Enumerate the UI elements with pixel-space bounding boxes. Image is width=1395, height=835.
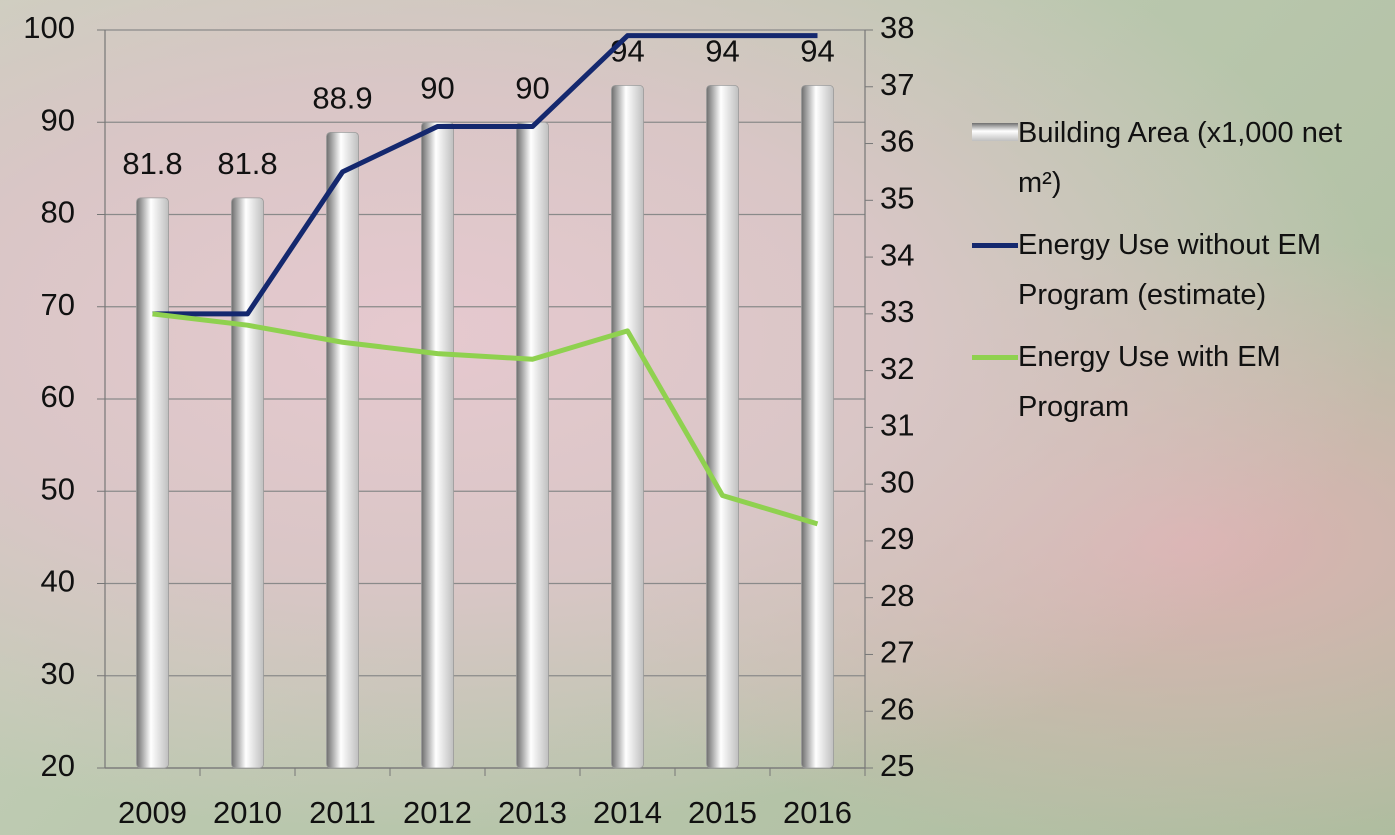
legend-entry: Energy Use with EM Program: [972, 332, 1363, 432]
x-tick-label: 2015: [688, 795, 757, 830]
y2-tick-label: 32: [880, 351, 914, 386]
value-label: 81.8: [122, 146, 182, 181]
y2-tick-label: 31: [880, 408, 914, 443]
y2-tick-label: 29: [880, 521, 914, 556]
legend-entry: Building Area (x1,000 net m²): [972, 108, 1363, 208]
x-tick-label: 2009: [118, 795, 187, 830]
x-tick-label: 2010: [213, 795, 282, 830]
y-tick-label: 100: [23, 10, 75, 45]
value-label: 94: [705, 34, 739, 69]
y-tick-label: 60: [41, 379, 75, 414]
y2-tick-label: 38: [880, 10, 914, 45]
y2-tick-label: 35: [880, 180, 914, 215]
y-tick-label: 20: [41, 748, 75, 783]
y2-tick-label: 34: [880, 237, 914, 272]
y2-tick-label: 28: [880, 578, 914, 613]
x-tick-label: 2011: [309, 795, 376, 830]
x-tick-label: 2013: [498, 795, 567, 830]
value-label: 90: [515, 70, 549, 105]
y-tick-label: 50: [41, 471, 75, 506]
bar: [422, 122, 454, 768]
bar: [612, 85, 644, 768]
legend-entry: Energy Use without EM Program (estimate): [972, 220, 1363, 320]
bar: [517, 122, 549, 768]
bar: [802, 85, 834, 768]
page: 20 30 40 50 60 70 80 90 100 25 26 27 28 29 30 31 32 33 34 3…: [0, 0, 1395, 835]
y-tick-label: 70: [41, 287, 75, 322]
legend-label: Energy Use with EM Program: [1018, 332, 1363, 432]
y-tick-label: 90: [41, 102, 75, 137]
bar: [327, 132, 359, 768]
y-tick-label: 30: [41, 656, 75, 691]
legend-marker: [972, 108, 1018, 158]
y2-tick-label: 36: [880, 124, 914, 159]
y2-tick-label: 37: [880, 67, 914, 102]
y2-tick-label: 27: [880, 635, 914, 670]
y-tick-label: 40: [41, 564, 75, 599]
value-label: 81.8: [217, 146, 277, 181]
value-label: 94: [800, 34, 834, 69]
bar: [707, 85, 739, 768]
x-tick-label: 2014: [593, 795, 662, 830]
legend-marker: [972, 332, 1018, 382]
legend-label: Building Area (x1,000 net m²): [1018, 108, 1363, 208]
value-label: 88.9: [312, 81, 372, 116]
legend: Building Area (x1,000 net m²) Energy Use …: [972, 108, 1363, 444]
y2-tick-label: 33: [880, 294, 914, 329]
legend-label: Energy Use without EM Program (estimate): [1018, 220, 1363, 320]
value-label: 90: [420, 70, 454, 105]
y2-tick-label: 25: [880, 748, 914, 783]
y2-tick-label: 30: [880, 464, 914, 499]
legend-marker: [972, 220, 1018, 270]
bar: [137, 198, 169, 768]
x-tick-label: 2016: [783, 795, 852, 830]
x-tick-label: 2012: [403, 795, 472, 830]
y-tick-label: 80: [41, 195, 75, 230]
y2-tick-label: 26: [880, 691, 914, 726]
bar: [232, 198, 264, 768]
